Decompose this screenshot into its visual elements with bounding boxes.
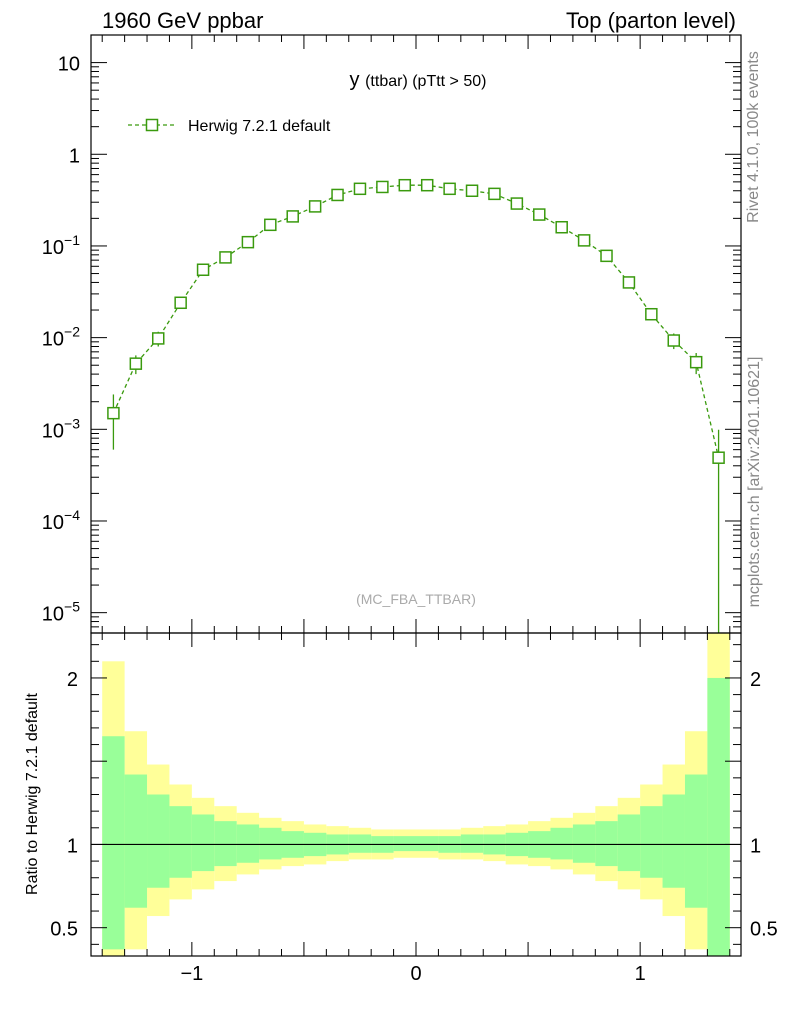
inner-band-bin bbox=[169, 806, 192, 878]
data-point bbox=[689, 355, 703, 369]
legend: Herwig 7.2.1 default bbox=[128, 118, 331, 135]
series-line bbox=[112, 184, 720, 458]
inner-band-bin bbox=[102, 736, 125, 950]
inner-band-bin bbox=[662, 794, 685, 888]
data-point bbox=[151, 332, 165, 345]
y-tick-label: 10−5 bbox=[42, 599, 80, 626]
legend-label: Herwig 7.2.1 default bbox=[188, 118, 331, 135]
data-point bbox=[600, 249, 613, 263]
data-point bbox=[443, 182, 456, 196]
ratio-y-tick-label-right: 1 bbox=[750, 835, 761, 857]
data-point bbox=[129, 357, 143, 370]
data-point bbox=[510, 197, 524, 210]
x-tick-label: −1 bbox=[180, 963, 203, 985]
ratio-y-axis-label: Ratio to Herwig 7.2.1 default bbox=[24, 693, 41, 895]
mcplots-label: mcplots.cern.ch [arXiv:2401.10621] bbox=[746, 356, 763, 608]
data-point bbox=[645, 307, 658, 321]
x-tick-label: 0 bbox=[410, 963, 421, 985]
y-tick-label: 1 bbox=[69, 145, 80, 167]
x-tick-label: 1 bbox=[635, 963, 646, 985]
inner-band-bin bbox=[214, 821, 237, 867]
data-point bbox=[376, 180, 389, 194]
ratio-y-tick-label: 2 bbox=[67, 669, 78, 691]
ratio-y-tick-label: 0.5 bbox=[50, 919, 78, 941]
data-point bbox=[533, 208, 546, 221]
ratio-panel bbox=[91, 633, 741, 956]
data-point bbox=[219, 251, 232, 264]
y-tick-label: 10−2 bbox=[42, 324, 80, 351]
collision-energy-title: 1960 GeV ppbar bbox=[102, 8, 264, 33]
main-panel: Herwig 7.2.1 default y (ttbar) (pTtt > 50… bbox=[107, 69, 725, 633]
inner-band-bin bbox=[236, 824, 260, 863]
data-point bbox=[555, 220, 568, 234]
inner-band-bin bbox=[550, 827, 573, 860]
inner-band-bin bbox=[707, 677, 730, 956]
ratio-y-tick-label-right: 2 bbox=[750, 669, 761, 691]
inner-band-bin bbox=[595, 821, 618, 867]
data-point bbox=[174, 296, 187, 310]
y-tick-label: 10−3 bbox=[42, 415, 80, 442]
data-point bbox=[353, 182, 367, 196]
data-point bbox=[331, 188, 344, 202]
process-title: Top (parton level) bbox=[566, 8, 736, 33]
data-point bbox=[196, 263, 210, 277]
inner-band-bin bbox=[460, 834, 484, 853]
data-point bbox=[398, 178, 412, 192]
inner-band-bin bbox=[393, 836, 416, 852]
legend-marker bbox=[145, 118, 159, 132]
ratio-y-tick-label: 1 bbox=[67, 835, 78, 857]
inner-band-bin bbox=[124, 774, 148, 908]
inner-band-bin bbox=[572, 824, 596, 863]
rivet-version-label: Rivet 4.1.0, 100k events bbox=[745, 51, 762, 223]
data-point bbox=[420, 178, 434, 192]
inner-band-bin bbox=[147, 794, 170, 888]
data-point bbox=[286, 210, 299, 223]
data-point bbox=[107, 406, 120, 420]
plot-title: y (ttbar) (pTtt > 50) bbox=[350, 69, 487, 91]
y-tick-label: 10−1 bbox=[42, 232, 80, 259]
data-point bbox=[712, 451, 725, 464]
data-point bbox=[465, 184, 479, 198]
y-tick-label: 10−4 bbox=[42, 507, 80, 534]
y-tick-label: 10 bbox=[58, 54, 80, 76]
data-point bbox=[622, 276, 636, 289]
inner-band-bin bbox=[191, 814, 215, 872]
inner-band-bin bbox=[617, 814, 641, 872]
data-point bbox=[241, 235, 255, 249]
inner-band-bin bbox=[640, 806, 663, 878]
data-point bbox=[308, 200, 322, 213]
inner-band-bin bbox=[416, 836, 439, 852]
data-point bbox=[577, 234, 591, 247]
ratio-y-tick-label-right: 0.5 bbox=[750, 919, 778, 941]
inner-band-bin bbox=[348, 834, 372, 853]
analysis-watermark: (MC_FBA_TTBAR) bbox=[356, 591, 476, 607]
inner-band-bin bbox=[684, 774, 708, 908]
data-point bbox=[264, 218, 277, 232]
data-point bbox=[488, 187, 501, 201]
inner-band-bin bbox=[259, 827, 282, 860]
data-point bbox=[667, 334, 681, 347]
